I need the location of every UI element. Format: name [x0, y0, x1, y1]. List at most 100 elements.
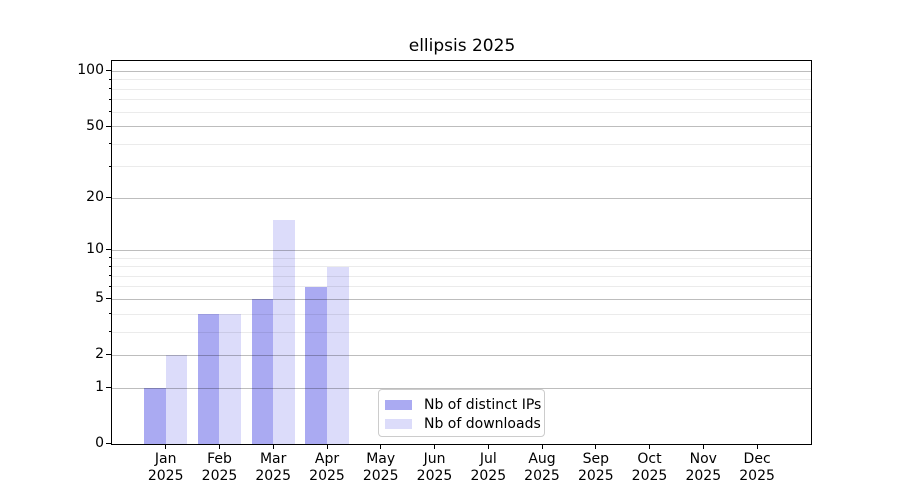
y-minor-tick-8 — [108, 265, 111, 267]
gridline-minor-3 — [112, 331, 811, 333]
gridline-minor-7 — [112, 275, 811, 277]
x-tick-aug — [541, 445, 543, 449]
bar-nb-of-downloads-apr — [326, 266, 349, 444]
y-minor-tick-30 — [108, 165, 111, 167]
y-tick-20 — [106, 197, 111, 199]
legend-swatch-downloads — [385, 418, 412, 429]
legend-item-downloads: Nb of downloads — [385, 414, 541, 433]
y-tick-label-20: 20 — [86, 189, 104, 206]
legend-label-downloads: Nb of downloads — [424, 415, 541, 432]
x-tick-month-apr: Apr — [314, 451, 340, 467]
x-tick-nov — [702, 445, 704, 449]
x-tick-month-sep: Sep — [582, 451, 609, 467]
x-tick-jun — [434, 445, 435, 449]
x-tick-month-jul: Jul — [479, 451, 497, 467]
y-minor-tick-4 — [108, 313, 111, 314]
gridline-minor-8 — [112, 266, 811, 268]
legend: Nb of distinct IPs Nb of downloads — [378, 389, 545, 437]
y-tick-label-10: 10 — [86, 241, 104, 258]
gridline-minor-60 — [112, 111, 811, 113]
bar-nb-of-downloads-jan — [165, 355, 188, 444]
x-tick-year-may: 2025 — [362, 468, 399, 484]
y-tick-50 — [106, 125, 111, 127]
bar-nb-of-distinct-ips-mar — [251, 299, 274, 444]
x-tick-year-apr: 2025 — [309, 468, 345, 484]
x-tick-label-nov: Nov 2025 — [674, 451, 732, 485]
y-tick-label-50: 50 — [86, 117, 104, 134]
y-minor-tick-60 — [108, 111, 111, 112]
y-minor-tick-9 — [108, 257, 111, 259]
gridline-major-5 — [112, 298, 811, 300]
y-tick-label-5: 5 — [95, 290, 104, 307]
x-tick-feb — [219, 445, 220, 449]
x-tick-year-oct: 2025 — [631, 468, 668, 484]
y-tick-label-0: 0 — [95, 435, 104, 451]
x-tick-jul — [487, 445, 489, 449]
x-tick-label-may: May 2025 — [352, 451, 410, 485]
gridline-minor-40 — [112, 143, 811, 145]
x-tick-year-mar: 2025 — [255, 468, 291, 484]
y-tick-label-100: 100 — [77, 62, 104, 79]
y-tick-2 — [106, 354, 111, 356]
legend-item-distinct-ips: Nb of distinct IPs — [385, 395, 541, 414]
y-minor-tick-90 — [108, 78, 111, 80]
bar-nb-of-distinct-ips-feb — [197, 314, 220, 444]
gridline-minor-6 — [112, 286, 811, 288]
gridline-major-100 — [112, 70, 811, 72]
x-tick-month-aug: Aug — [528, 451, 556, 467]
x-tick-month-may: May — [366, 451, 396, 467]
y-minor-tick-80 — [108, 88, 111, 90]
gridline-minor-9 — [112, 257, 811, 259]
y-tick-label-2: 2 — [95, 346, 104, 363]
x-tick-sep — [595, 445, 597, 449]
x-tick-label-jul: Jul 2025 — [459, 451, 517, 485]
gridline-major-50 — [112, 126, 811, 127]
x-tick-month-nov: Nov — [689, 451, 717, 467]
gridline-minor-30 — [112, 166, 811, 168]
y-tick-5 — [106, 298, 111, 300]
x-tick-year-nov: 2025 — [685, 468, 722, 484]
x-tick-label-oct: Oct 2025 — [621, 451, 679, 485]
x-tick-month-jun: Jun — [423, 451, 446, 467]
x-tick-year-sep: 2025 — [577, 468, 614, 484]
x-tick-jan — [165, 445, 167, 449]
y-tick-1 — [106, 387, 111, 388]
x-tick-oct — [649, 445, 650, 449]
plot-area — [111, 60, 812, 445]
x-tick-label-aug: Aug 2025 — [513, 451, 571, 485]
x-tick-mar — [272, 445, 274, 449]
x-tick-year-aug: 2025 — [524, 468, 560, 484]
y-minor-tick-7 — [108, 275, 111, 277]
chart-title: ellipsis 2025 — [408, 36, 516, 56]
x-tick-label-jun: Jun 2025 — [406, 451, 464, 485]
gridline-major-10 — [112, 249, 811, 251]
y-minor-tick-40 — [108, 143, 111, 145]
x-tick-year-dec: 2025 — [739, 468, 775, 484]
gridline-major-2 — [112, 354, 811, 356]
x-tick-month-jan: Jan — [154, 451, 177, 467]
y-minor-tick-70 — [108, 98, 111, 100]
gridline-minor-4 — [112, 313, 811, 315]
x-tick-year-jun: 2025 — [416, 468, 453, 484]
bar-nb-of-distinct-ips-apr — [305, 286, 327, 444]
y-tick-label-1: 1 — [95, 379, 104, 395]
x-tick-month-feb: Feb — [207, 451, 232, 467]
x-tick-label-dec: Dec 2025 — [728, 451, 786, 485]
x-tick-label-mar: Mar 2025 — [244, 451, 302, 485]
legend-label-distinct-ips: Nb of distinct IPs — [424, 396, 542, 413]
gridline-minor-70 — [112, 99, 811, 101]
x-tick-month-oct: Oct — [637, 451, 662, 467]
bar-nb-of-downloads-mar — [273, 220, 295, 444]
x-tick-label-apr: Apr 2025 — [298, 451, 356, 485]
x-tick-apr — [326, 445, 328, 449]
y-minor-tick-6 — [108, 285, 111, 287]
x-tick-label-feb: Feb 2025 — [191, 451, 249, 485]
x-tick-year-jan: 2025 — [147, 468, 184, 484]
y-tick-0 — [106, 443, 111, 444]
x-tick-month-mar: Mar — [259, 451, 287, 467]
gridline-minor-90 — [112, 79, 811, 81]
bar-nb-of-downloads-feb — [219, 314, 242, 444]
gridline-minor-80 — [112, 88, 811, 90]
gridline-major-1 — [112, 387, 811, 389]
